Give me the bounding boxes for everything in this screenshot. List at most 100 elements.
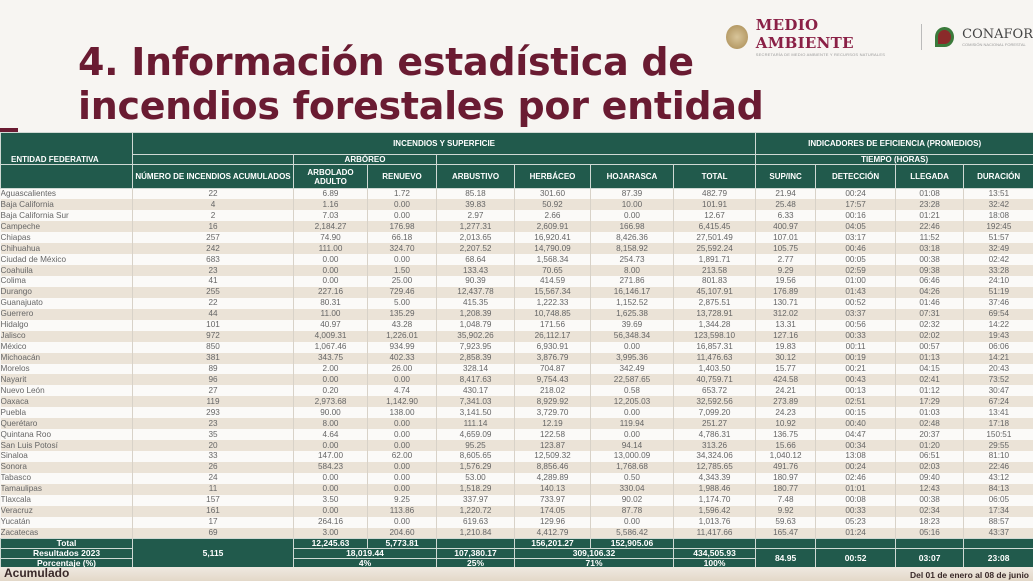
table-cell: 107.01 (755, 232, 816, 244)
table-cell: 27,501.49 (672, 232, 756, 244)
state-name: Baja California (0, 199, 133, 211)
table-cell: 02:59 (815, 265, 896, 276)
table-cell: 273.89 (755, 396, 816, 408)
table-cell: 324.70 (367, 243, 437, 255)
resultados-total: 434,505.93 (672, 548, 757, 559)
table-cell: 165.47 (755, 527, 816, 539)
title-line-2: incendios forestales por entidad (78, 84, 764, 128)
table-cell: 0.00 (590, 516, 674, 528)
table-cell: 7.03 (293, 210, 368, 222)
table-cell: 30:47 (963, 385, 1033, 397)
table-cell: 94.14 (590, 440, 674, 451)
table-cell: 80.31 (293, 297, 368, 309)
table-cell: 04:47 (815, 429, 896, 441)
state-name: Morelos (0, 363, 133, 375)
table-cell: 88:57 (963, 516, 1033, 528)
resultados-arbustivo: 107,380.17 (436, 548, 515, 559)
table-cell: 2,207.52 (436, 243, 515, 255)
table-cell: 69:54 (963, 308, 1033, 320)
table-cell: 491.76 (755, 461, 816, 473)
table-cell: 02:48 (895, 418, 964, 430)
table-cell: 415.35 (436, 297, 515, 309)
table-cell: 0.00 (293, 265, 368, 276)
table-cell: 402.33 (367, 352, 437, 364)
state-name: Querétaro (0, 418, 133, 430)
table-cell: 7.48 (755, 494, 816, 506)
resultados-herbaceo-hojarasca: 309,106.32 (514, 548, 674, 559)
state-name: Yucatán (0, 516, 133, 528)
total-hojarasca: 152,905.06 (590, 538, 674, 549)
total-arbustivo-blank (436, 538, 515, 549)
table-row: Jalisco 972 4,009.31 1,226.01 35,902.26 26,11… (0, 330, 1033, 342)
table-cell: 74.90 (293, 232, 368, 244)
table-cell: 0.58 (590, 385, 674, 397)
table-cell: 17:34 (963, 505, 1033, 517)
table-cell: 1,568.34 (514, 254, 591, 266)
state-name: Chihuahua (0, 243, 133, 255)
table-cell: 0.00 (590, 407, 674, 419)
table-cell: 01:43 (815, 286, 896, 298)
table-cell: 255 (132, 286, 294, 298)
table-row: Quintana Roo 35 4.64 0.00 4,659.09 122.58 0.00… (0, 429, 1033, 441)
state-name: Colima (0, 276, 133, 287)
table-cell: 13,000.09 (590, 451, 674, 462)
table-cell: 1,518.29 (436, 483, 515, 495)
table-row: Chiapas 257 74.90 66.18 2,013.65 16,920.41 8,4… (0, 232, 1033, 244)
resultados-duracion: 23:08 (963, 548, 1033, 569)
table-cell: 04:26 (895, 286, 964, 298)
table-cell: 00:16 (815, 210, 896, 222)
table-cell: 4,343.39 (672, 472, 756, 484)
footer-date-range: Del 01 de enero al 08 de junio (909, 570, 1029, 580)
table-row: Guanajuato 22 80.31 5.00 415.35 1,222.33 1,152… (0, 297, 1033, 309)
table-cell: 9.29 (755, 265, 816, 276)
table-cell: 00:38 (895, 494, 964, 506)
table-cell: 09:40 (895, 472, 964, 484)
table-cell: 174.05 (514, 505, 591, 517)
table-cell: 328.14 (436, 363, 515, 375)
total-herbaceo: 156,201.27 (514, 538, 591, 549)
table-row: Chihuahua 242 111.00 324.70 2,207.52 14,790.0… (0, 243, 1033, 255)
table-cell: 7,099.20 (672, 407, 756, 419)
table-cell: 2,609.91 (514, 221, 591, 233)
table-cell: 00:24 (815, 188, 896, 200)
table-cell: 653.72 (672, 385, 756, 397)
table-cell: 89 (132, 363, 294, 375)
table-cell: 12,205.03 (590, 396, 674, 408)
table-row: Oaxaca 119 2,973.68 1,142.90 7,341.03 8,929.9… (0, 396, 1033, 408)
table-cell: 09:38 (895, 265, 964, 276)
table-cell: 424.58 (755, 374, 816, 386)
table-cell: 129.96 (514, 516, 591, 528)
table-cell: 20:37 (895, 429, 964, 441)
table-cell: 03:17 (815, 232, 896, 244)
table-cell: 1,174.70 (672, 494, 756, 506)
table-cell: 161 (132, 505, 294, 517)
table-cell: 25.48 (755, 199, 816, 211)
table-cell: 3.00 (293, 527, 368, 539)
table-cell: 06:51 (895, 451, 964, 462)
total-arbolado: 12,245.63 (293, 538, 368, 549)
total-num-incendios: 5,115 (132, 538, 294, 569)
table-cell: 6.33 (755, 210, 816, 222)
table-cell: 00:24 (815, 461, 896, 473)
state-name: Sonora (0, 461, 133, 473)
table-cell: 101 (132, 319, 294, 331)
table-cell: 81:10 (963, 451, 1033, 462)
table-cell: 24 (132, 472, 294, 484)
table-cell: 33 (132, 451, 294, 462)
table-cell: 16,146.17 (590, 286, 674, 298)
table-row: Baja California 4 1.16 0.00 39.83 50.92 10.00 1… (0, 199, 1033, 211)
table-cell: 2,973.68 (293, 396, 368, 408)
table-cell: 5,586.42 (590, 527, 674, 539)
table-row: Nuevo León 27 0.20 4.74 430.17 218.02 0.58 653.… (0, 385, 1033, 397)
state-name: Tabasco (0, 472, 133, 484)
state-name: Puebla (0, 407, 133, 419)
table-cell: 11,476.63 (672, 352, 756, 364)
total-row: Total 5,115 12,245.63 5,773.81 156,201.2… (0, 538, 1033, 569)
table-row: Sinaloa 33 147.00 62.00 8,605.65 12,509.32 13,… (0, 451, 1033, 462)
conafor-tree-icon (935, 26, 955, 47)
table-cell: 733.97 (514, 494, 591, 506)
table-cell: 0.00 (293, 276, 368, 287)
resultados-label: Resultados 2023 (0, 548, 133, 559)
table-cell: 1,891.71 (672, 254, 756, 266)
table-cell: 251.27 (672, 418, 756, 430)
